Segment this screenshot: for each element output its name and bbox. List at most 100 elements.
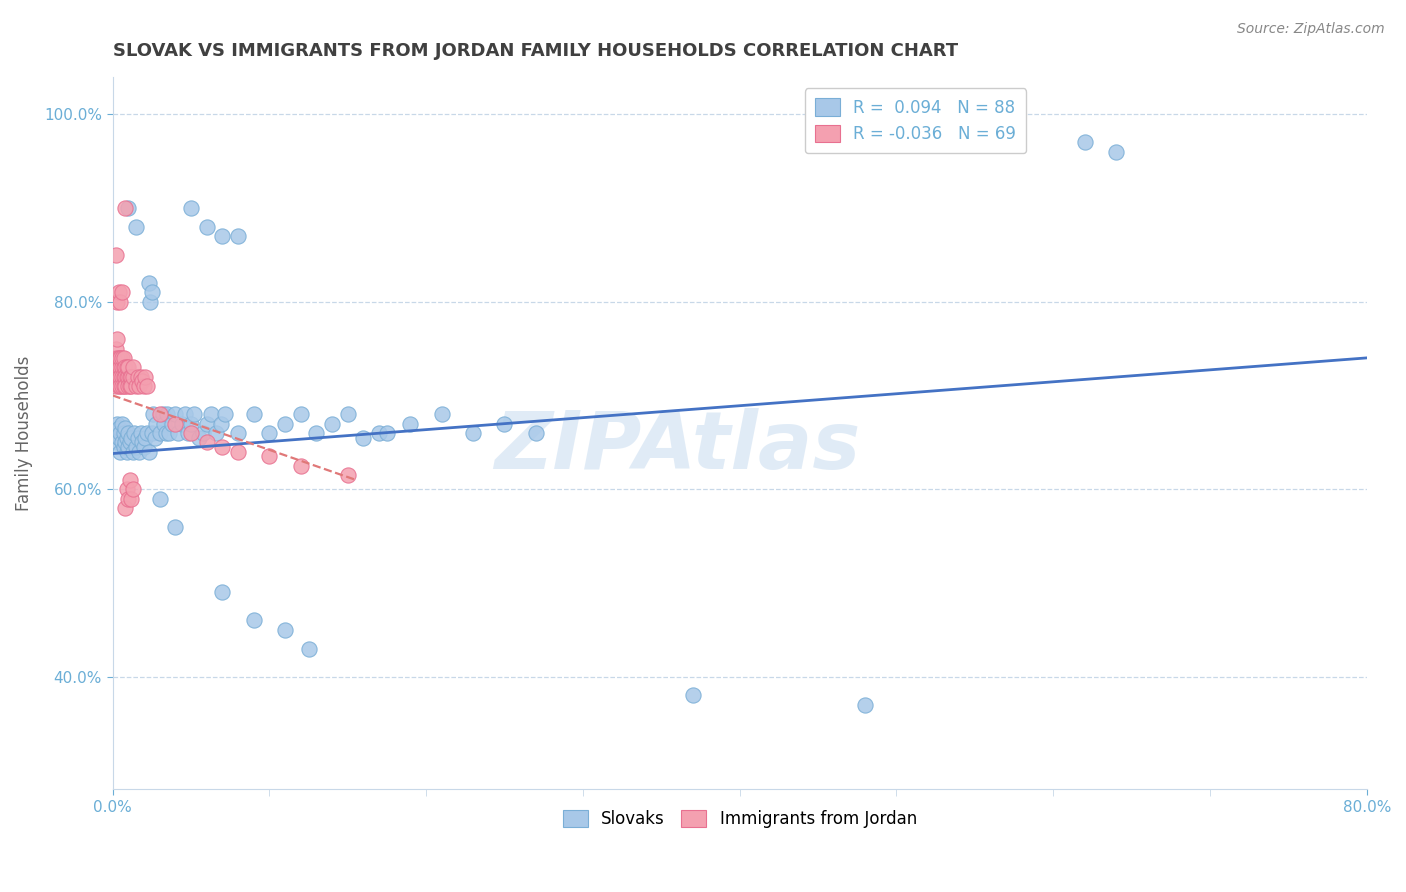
Point [375, 425, 398, 440]
Point [111, 369, 134, 384]
Point [104, 360, 127, 375]
Point [104, 342, 127, 356]
Point [336, 468, 359, 483]
Point [105, 369, 128, 384]
Y-axis label: Family Households: Family Households [15, 355, 32, 510]
Point [110, 425, 132, 440]
Legend: Slovaks, Immigrants from Jordan: Slovaks, Immigrants from Jordan [555, 803, 924, 834]
Point [111, 435, 134, 450]
Point [180, 425, 202, 440]
Point [124, 425, 146, 440]
Point [226, 444, 249, 458]
Point [177, 425, 200, 440]
Point [104, 425, 127, 440]
Point [131, 435, 153, 450]
Point [211, 229, 233, 244]
Text: ZIPAtlas: ZIPAtlas [494, 409, 860, 486]
Point [114, 435, 136, 450]
Point [110, 360, 132, 375]
Point [122, 369, 145, 384]
Point [132, 379, 155, 393]
Point [145, 417, 167, 431]
Point [111, 417, 134, 431]
Point [120, 379, 142, 393]
Point [110, 351, 132, 365]
Point [155, 425, 177, 440]
Point [114, 369, 136, 384]
Point [173, 407, 195, 421]
Text: SLOVAK VS IMMIGRANTS FROM JORDAN FAMILY HOUSEHOLDS CORRELATION CHART: SLOVAK VS IMMIGRANTS FROM JORDAN FAMILY … [112, 42, 957, 60]
Point [157, 425, 180, 440]
Point [117, 360, 139, 375]
Point [104, 248, 127, 262]
Point [103, 369, 125, 384]
Point [118, 369, 141, 384]
Point [107, 360, 129, 375]
Point [193, 425, 215, 440]
Point [128, 444, 150, 458]
Point [165, 417, 187, 431]
Point [211, 585, 233, 599]
Point [138, 444, 160, 458]
Point [117, 369, 139, 384]
Point [195, 417, 218, 431]
Point [352, 431, 374, 445]
Point [129, 425, 152, 440]
Point [103, 351, 125, 365]
Point [165, 519, 187, 533]
Point [120, 369, 142, 384]
Point [125, 219, 148, 234]
Point [128, 379, 150, 393]
Point [105, 294, 128, 309]
Point [114, 201, 136, 215]
Point [152, 407, 174, 421]
Point [115, 431, 138, 445]
Point [142, 407, 165, 421]
Point [114, 360, 136, 375]
Point [105, 351, 128, 365]
Point [129, 369, 152, 384]
Point [107, 351, 129, 365]
Point [112, 369, 135, 384]
Point [214, 407, 236, 421]
Point [107, 369, 129, 384]
Point [259, 425, 281, 440]
Point [118, 473, 141, 487]
Point [115, 482, 138, 496]
Point [139, 294, 162, 309]
Point [120, 491, 142, 506]
Point [115, 369, 138, 384]
Point [111, 360, 134, 375]
Point [110, 444, 132, 458]
Point [290, 407, 312, 421]
Point [156, 407, 179, 421]
Point [180, 417, 202, 431]
Point [134, 369, 156, 384]
Point [112, 360, 135, 375]
Point [274, 623, 297, 637]
Point [524, 425, 547, 440]
Point [160, 417, 183, 431]
Point [259, 450, 281, 464]
Point [226, 425, 249, 440]
Point [399, 417, 422, 431]
Point [118, 379, 141, 393]
Point [122, 482, 145, 496]
Point [107, 421, 129, 435]
Point [111, 379, 134, 393]
Point [183, 407, 205, 421]
Point [136, 425, 159, 440]
Point [165, 407, 187, 421]
Point [494, 417, 516, 431]
Point [205, 425, 228, 440]
Point [148, 491, 170, 506]
Point [226, 229, 249, 244]
Point [170, 417, 193, 431]
Point [127, 431, 149, 445]
Point [290, 458, 312, 473]
Point [125, 440, 148, 454]
Point [117, 491, 139, 506]
Text: Source: ZipAtlas.com: Source: ZipAtlas.com [1237, 22, 1385, 37]
Point [105, 360, 128, 375]
Point [136, 379, 159, 393]
